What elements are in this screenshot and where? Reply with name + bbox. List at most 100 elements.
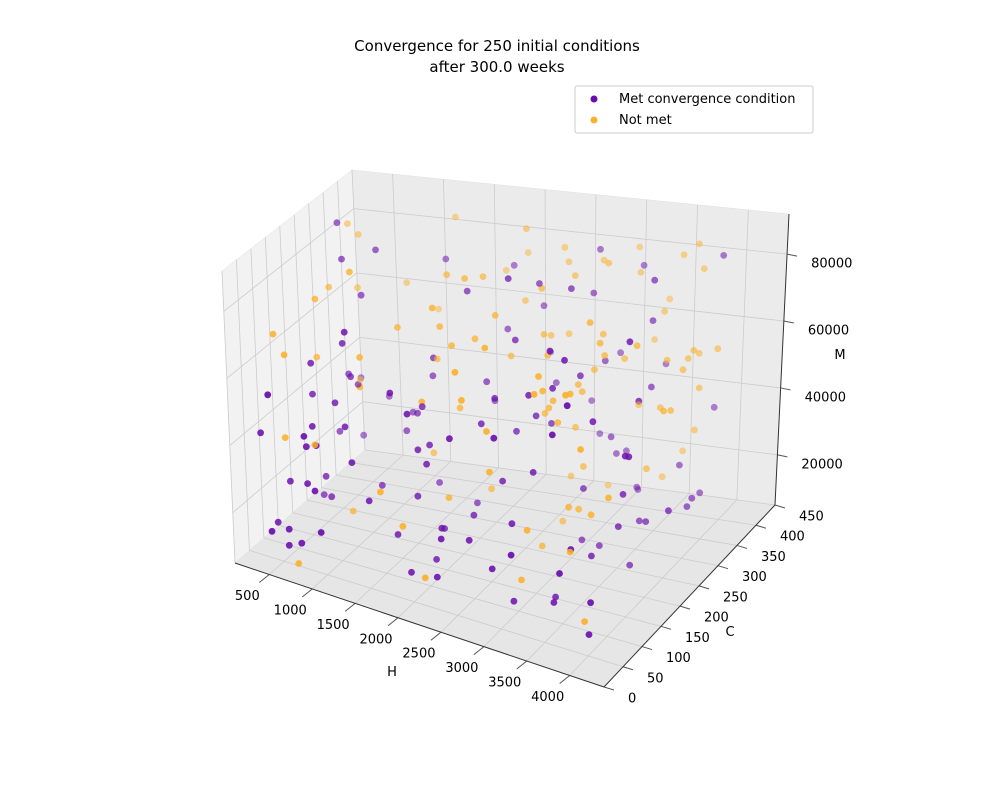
data-point-met — [403, 410, 411, 418]
grid-line-z-left — [226, 272, 358, 379]
y-tick-label: 150 — [685, 631, 710, 646]
grid-line-z-back — [362, 401, 778, 456]
data-point-not-met — [577, 446, 584, 453]
data-point-met — [613, 450, 620, 457]
data-point-not-met — [581, 618, 588, 625]
z-tick-label: 60000 — [808, 324, 849, 339]
grid-line-y-left — [221, 270, 236, 564]
data-point-met — [298, 539, 306, 547]
z-tick-mark — [777, 454, 788, 458]
grid-line-x-back — [641, 199, 648, 488]
data-point-not-met — [565, 503, 573, 511]
y-tick-label: 450 — [799, 510, 824, 525]
data-point-met — [414, 492, 422, 500]
grid-line-x-back — [593, 194, 597, 481]
grid-line-y-left — [236, 259, 250, 551]
data-point-not-met — [325, 283, 333, 291]
data-point-not-met — [451, 368, 459, 376]
data-point-met — [317, 529, 325, 536]
data-point-met — [688, 494, 696, 502]
data-point-met — [504, 325, 512, 333]
data-point-met — [607, 433, 615, 441]
data-point-met — [596, 430, 604, 437]
data-point-met — [446, 435, 453, 443]
grid-line-y-floor — [321, 487, 719, 567]
data-point-not-met — [541, 409, 549, 417]
data-point-met — [307, 359, 315, 367]
data-point-not-met — [599, 330, 607, 338]
data-point-met — [285, 525, 293, 533]
data-point-not-met — [518, 576, 525, 584]
data-point-not-met — [656, 404, 664, 412]
data-point-not-met — [535, 373, 542, 380]
data-point-met — [529, 469, 537, 476]
data-point-met — [536, 280, 543, 287]
data-point-not-met — [580, 463, 587, 470]
data-point-met — [433, 573, 441, 581]
y-tick-mark — [717, 565, 729, 570]
y-tick-label: 200 — [704, 611, 729, 626]
x-tick-label: 3000 — [445, 661, 478, 676]
data-point-met — [372, 246, 379, 254]
data-point-met — [394, 531, 402, 538]
data-point-met — [341, 423, 349, 431]
z-tick-mark — [786, 253, 798, 257]
data-point-not-met — [635, 401, 643, 409]
data-point-met — [595, 542, 603, 549]
data-point-not-met — [587, 511, 595, 519]
data-point-not-met — [346, 268, 353, 276]
data-point-not-met — [566, 548, 574, 556]
data-point-not-met — [421, 574, 429, 582]
data-point-met — [322, 472, 330, 480]
x-tick-mark — [473, 646, 485, 656]
grid-line-x-back — [443, 179, 452, 462]
data-point-met — [590, 289, 598, 297]
data-point-met — [507, 551, 515, 559]
data-point-met — [617, 349, 624, 357]
z-tick-label: 20000 — [801, 457, 842, 472]
data-point-met — [626, 561, 634, 569]
data-point-met — [510, 261, 518, 269]
data-point-not-met — [344, 220, 351, 228]
data-point-met — [414, 409, 421, 417]
data-point-not-met — [559, 517, 567, 525]
z-axis-label: M — [834, 348, 845, 363]
data-point-met — [338, 255, 345, 263]
data-point-met — [264, 391, 272, 399]
data-point-met — [474, 499, 481, 507]
grid-line-x-back — [392, 174, 404, 456]
grid-line-y-floor — [249, 550, 624, 668]
y-tick-mark — [660, 625, 672, 630]
x-tick-mark — [344, 602, 356, 612]
data-point-not-met — [637, 269, 645, 276]
data-point-met — [683, 503, 691, 510]
data-point-not-met — [605, 494, 612, 502]
data-point-met — [436, 479, 443, 486]
data-point-not-met — [269, 330, 277, 338]
data-point-not-met — [667, 407, 675, 414]
data-points — [257, 213, 728, 638]
grid-line-y-floor — [278, 524, 662, 627]
grid-line-y-floor — [292, 512, 681, 607]
data-point-not-met — [436, 323, 444, 330]
data-point-not-met — [445, 494, 453, 501]
data-point-met — [665, 507, 672, 515]
data-point-met — [320, 491, 328, 498]
y-tick-mark — [603, 686, 615, 691]
data-point-not-met — [354, 231, 362, 238]
data-point-not-met — [448, 342, 455, 350]
data-point-not-met — [354, 284, 361, 291]
data-point-not-met — [561, 243, 569, 251]
grid-line-x-floor — [397, 474, 547, 619]
chart-title-line2: after 300.0 weeks — [429, 58, 564, 76]
data-point-not-met — [377, 488, 384, 496]
data-point-met — [336, 427, 344, 435]
y-axis-line — [603, 504, 776, 688]
data-point-not-met — [575, 505, 583, 513]
data-point-not-met — [547, 332, 555, 339]
grid-line-x-back — [736, 209, 749, 500]
data-point-not-met — [567, 472, 575, 480]
data-point-met — [499, 477, 506, 485]
data-point-met — [640, 261, 648, 269]
data-point-not-met — [601, 352, 609, 359]
